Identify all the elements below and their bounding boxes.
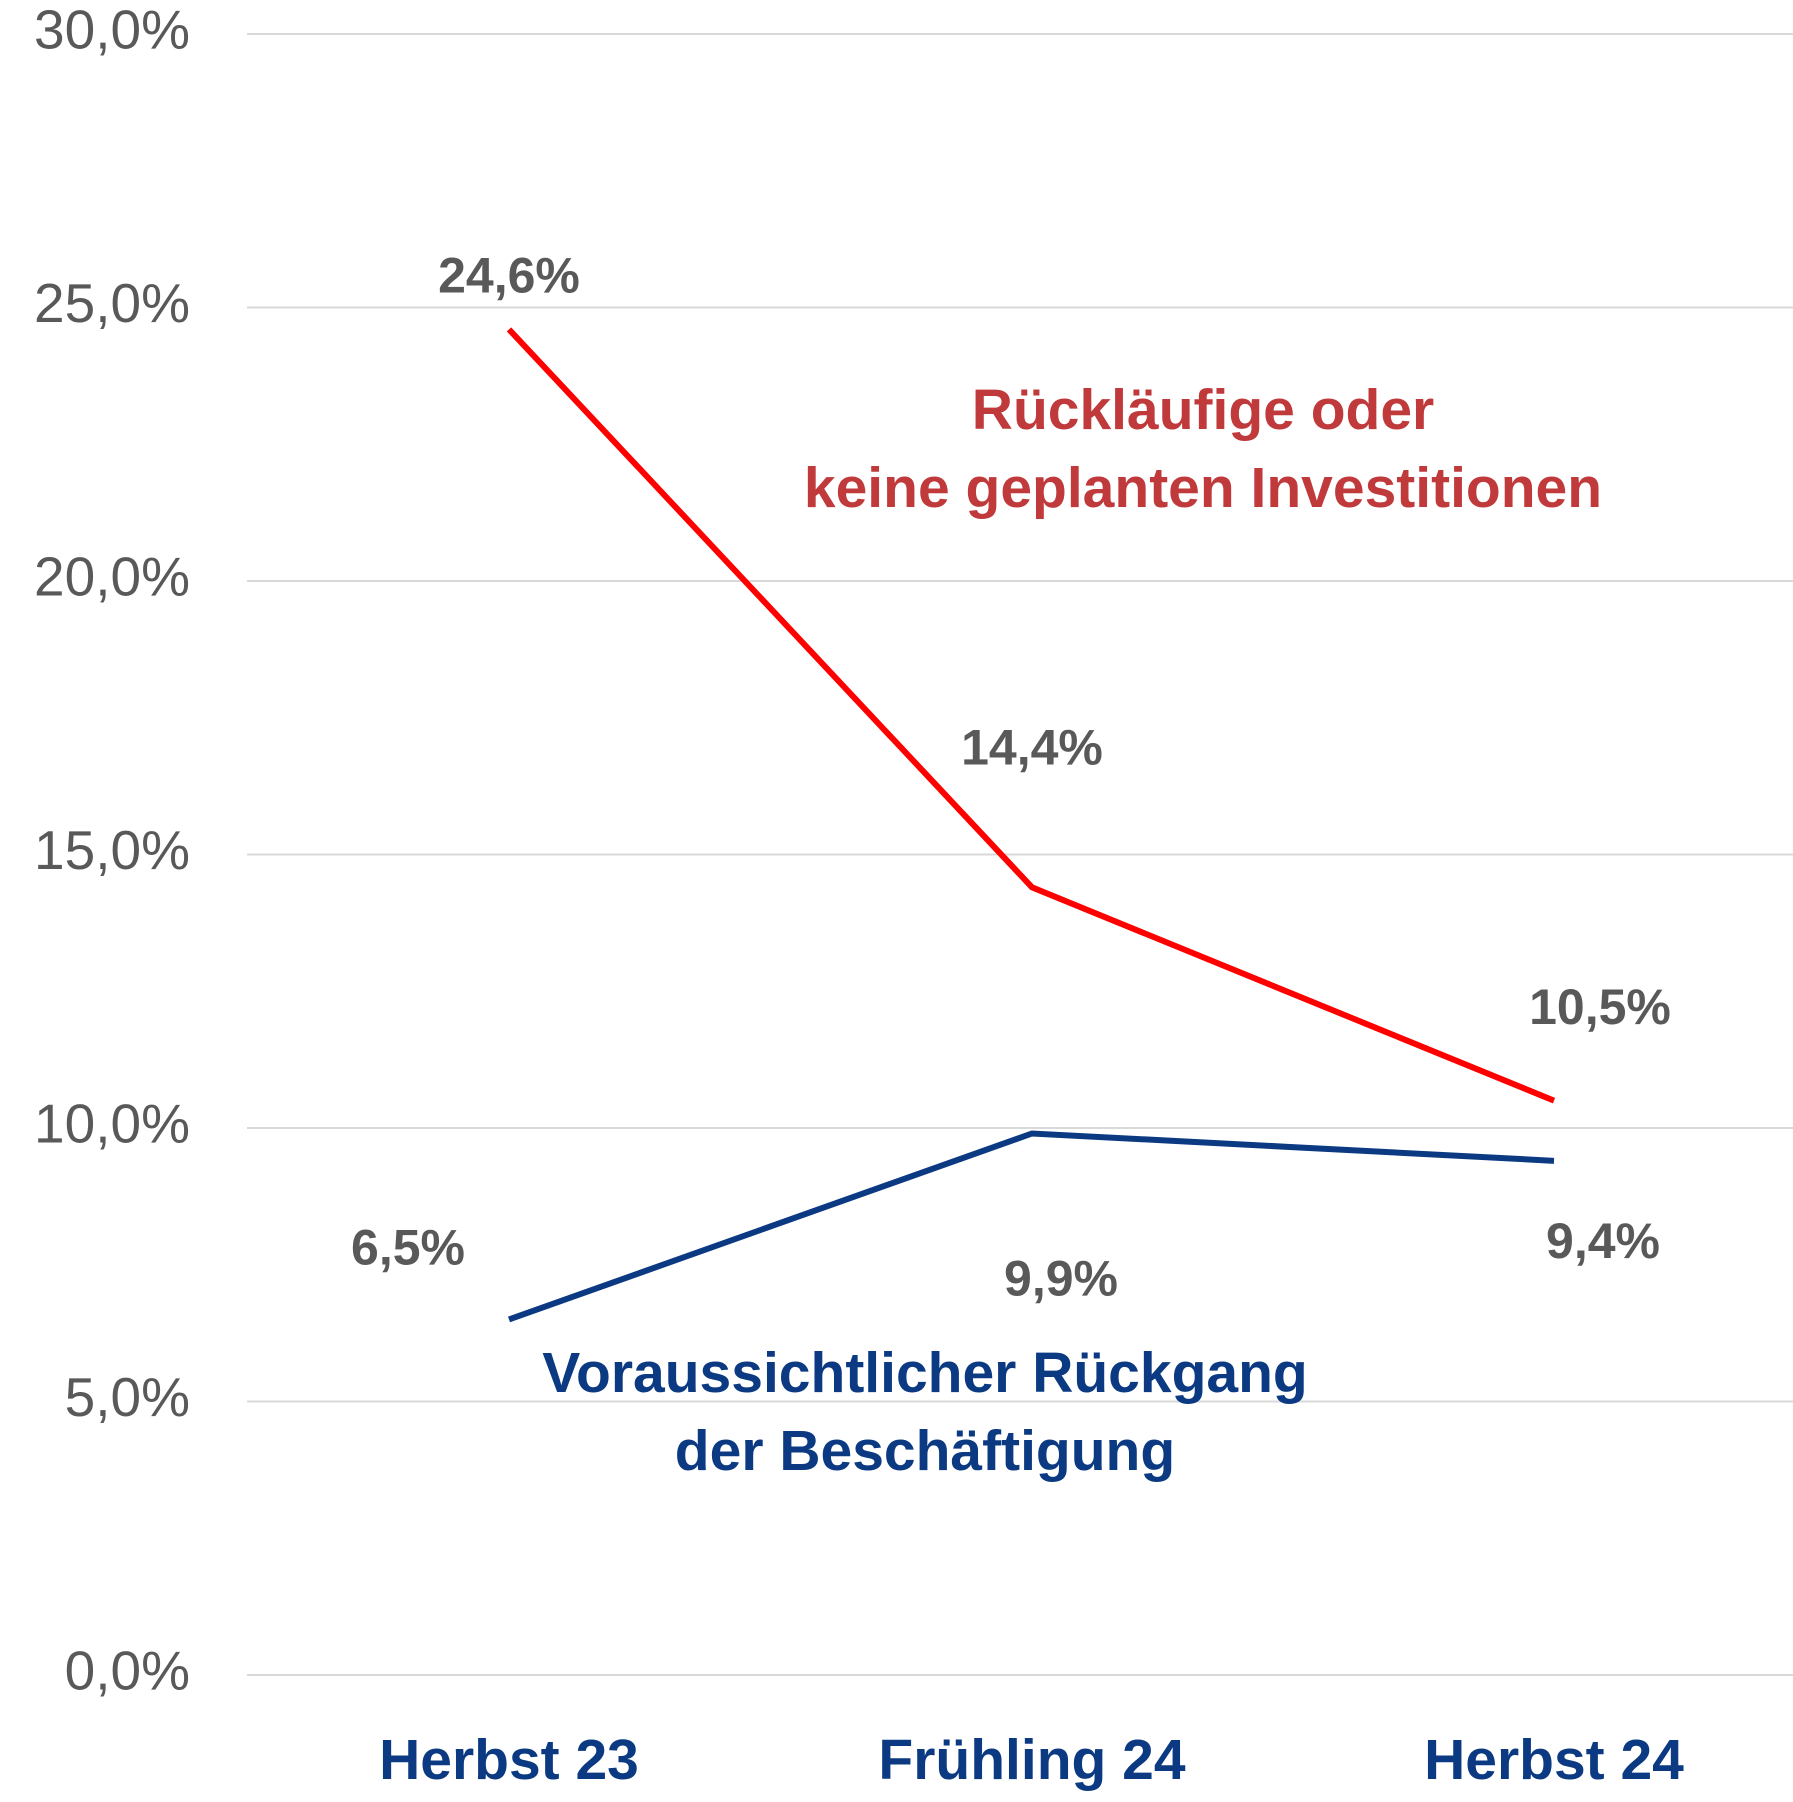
y-tick-label: 30,0% [34,0,190,61]
x-tick-label: Frühling 24 [878,1728,1185,1792]
data-label: 9,9% [1004,1251,1118,1307]
y-tick-label: 25,0% [34,272,190,334]
data-label: 14,4% [961,720,1103,776]
series-line [507,1130,1555,1323]
x-tick-label: Herbst 23 [379,1728,639,1792]
y-tick-label: 20,0% [34,546,190,608]
series-label: Voraussichtlicher Rückgang der Beschäfti… [542,1341,1308,1483]
y-tick-label: 10,0% [34,1093,190,1155]
data-label: 9,4% [1546,1213,1660,1269]
y-tick-label: 5,0% [65,1366,190,1428]
data-label: 6,5% [351,1220,465,1276]
series-line [506,327,1556,1104]
data-label: 10,5% [1529,979,1671,1035]
data-label: 24,6% [438,248,580,304]
x-tick-label: Herbst 24 [1424,1728,1684,1792]
y-tick-label: 15,0% [34,819,190,881]
series-label: Rückläufige oder keine geplanten Investi… [803,378,1603,520]
y-tick-label: 0,0% [65,1640,190,1702]
